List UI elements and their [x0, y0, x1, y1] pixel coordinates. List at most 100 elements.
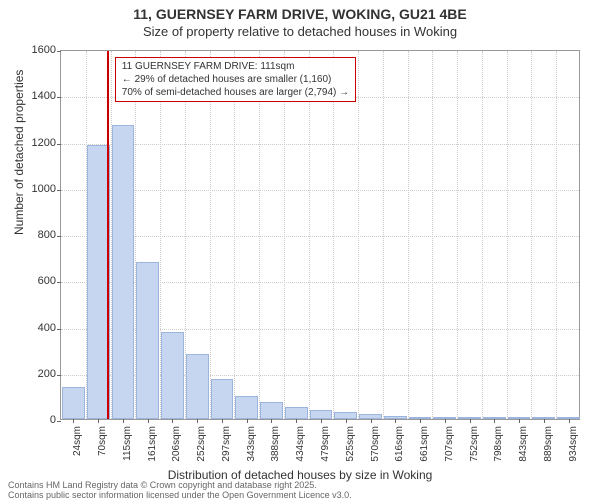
x-tick [321, 419, 322, 423]
grid-line-v [234, 51, 235, 419]
x-tick-label: 889sqm [543, 426, 554, 464]
x-tick [271, 419, 272, 423]
histogram-bar [409, 417, 432, 419]
grid-line-v [284, 51, 285, 419]
annotation-box: 11 GUERNSEY FARM DRIVE: 111sqm← 29% of d… [115, 57, 356, 102]
x-tick [371, 419, 372, 423]
x-tick [172, 419, 173, 423]
y-tick [57, 190, 61, 191]
histogram-bar [260, 402, 283, 419]
histogram-bar [532, 417, 555, 419]
y-tick-label: 400 [16, 322, 56, 334]
x-tick-label: 343sqm [246, 426, 257, 464]
grid-line-v [358, 51, 359, 419]
y-tick [57, 375, 61, 376]
annotation-line: 11 GUERNSEY FARM DRIVE: 111sqm [122, 60, 349, 73]
grid-line-v [457, 51, 458, 419]
y-tick-label: 800 [16, 229, 56, 241]
x-tick-label: 434sqm [295, 426, 306, 464]
annotation-line: 70% of semi-detached houses are larger (… [122, 86, 349, 99]
y-tick [57, 51, 61, 52]
x-tick-label: 843sqm [518, 426, 529, 464]
x-tick [544, 419, 545, 423]
x-tick [197, 419, 198, 423]
x-tick [98, 419, 99, 423]
reference-line [107, 51, 109, 419]
histogram-bar [285, 407, 308, 419]
x-tick-label: 798sqm [493, 426, 504, 464]
x-tick-label: 70sqm [97, 426, 108, 464]
histogram-bar [483, 417, 506, 419]
x-tick-label: 752sqm [469, 426, 480, 464]
x-tick-label: 525sqm [345, 426, 356, 464]
histogram-bar [359, 414, 382, 419]
x-tick-label: 661sqm [419, 426, 430, 464]
x-tick-label: 161sqm [147, 426, 158, 464]
histogram-bar [508, 417, 531, 419]
x-tick-label: 206sqm [171, 426, 182, 464]
histogram-bar [211, 379, 234, 419]
grid-line-h [61, 236, 579, 237]
histogram-bar [112, 125, 135, 419]
x-tick [346, 419, 347, 423]
x-tick [420, 419, 421, 423]
grid-line-v [210, 51, 211, 419]
histogram-bar [334, 412, 357, 419]
x-tick [148, 419, 149, 423]
x-tick [247, 419, 248, 423]
histogram-bar [161, 332, 184, 419]
grid-line-v [408, 51, 409, 419]
histogram-bar [310, 410, 333, 419]
histogram-bar [186, 354, 209, 419]
histogram-bar [136, 262, 159, 419]
grid-line-v [259, 51, 260, 419]
x-tick [494, 419, 495, 423]
grid-line-h [61, 144, 579, 145]
histogram-bar [433, 417, 456, 419]
x-tick [445, 419, 446, 423]
x-tick-label: 297sqm [221, 426, 232, 464]
histogram-bar [384, 416, 407, 419]
x-tick [395, 419, 396, 423]
y-tick [57, 97, 61, 98]
footer-copyright-1: Contains HM Land Registry data © Crown c… [8, 480, 317, 490]
x-tick [123, 419, 124, 423]
y-tick-label: 1200 [16, 137, 56, 149]
footer-copyright-2: Contains public sector information licen… [8, 490, 352, 500]
title-sub: Size of property relative to detached ho… [0, 22, 600, 39]
title-main: 11, GUERNSEY FARM DRIVE, WOKING, GU21 4B… [0, 0, 600, 22]
grid-line-v [482, 51, 483, 419]
histogram-bar [557, 417, 580, 419]
grid-line-v [556, 51, 557, 419]
x-tick-label: 707sqm [444, 426, 455, 464]
chart-plot-area: 11 GUERNSEY FARM DRIVE: 111sqm← 29% of d… [60, 50, 580, 420]
grid-line-v [432, 51, 433, 419]
x-tick [296, 419, 297, 423]
x-tick [519, 419, 520, 423]
y-tick-label: 1000 [16, 183, 56, 195]
x-tick [470, 419, 471, 423]
x-tick [569, 419, 570, 423]
y-tick-label: 1400 [16, 90, 56, 102]
grid-line-v [333, 51, 334, 419]
grid-line-v [531, 51, 532, 419]
grid-line-v [309, 51, 310, 419]
histogram-bar [62, 387, 85, 419]
y-tick-label: 200 [16, 368, 56, 380]
grid-line-v [383, 51, 384, 419]
histogram-bar [235, 396, 258, 419]
y-tick-label: 1600 [16, 44, 56, 56]
y-tick-label: 600 [16, 275, 56, 287]
x-tick-label: 479sqm [320, 426, 331, 464]
chart-container: 11, GUERNSEY FARM DRIVE, WOKING, GU21 4B… [0, 0, 600, 500]
y-tick-label: 0 [16, 414, 56, 426]
x-tick-label: 388sqm [270, 426, 281, 464]
annotation-line: ← 29% of detached houses are smaller (1,… [122, 73, 349, 86]
x-tick [222, 419, 223, 423]
x-tick-label: 115sqm [122, 426, 133, 464]
y-tick [57, 236, 61, 237]
y-tick [57, 329, 61, 330]
grid-line-h [61, 190, 579, 191]
y-tick [57, 144, 61, 145]
x-tick-label: 252sqm [196, 426, 207, 464]
